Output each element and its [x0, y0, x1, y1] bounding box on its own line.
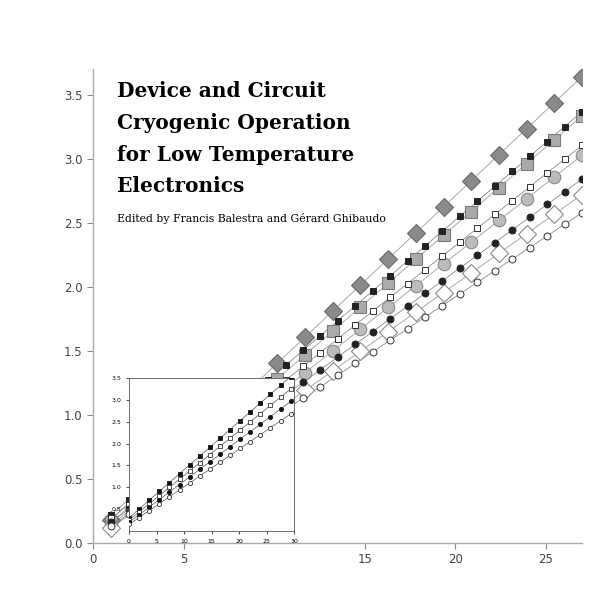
- Text: for Low Temperature: for Low Temperature: [117, 145, 354, 164]
- Text: Electronics: Electronics: [117, 176, 244, 196]
- Text: Edited by Francis Balestra and Gérard Ghibaudo: Edited by Francis Balestra and Gérard Gh…: [117, 213, 386, 224]
- Text: Springer Science+Business Media, B.V.: Springer Science+Business Media, B.V.: [152, 568, 448, 581]
- Text: Device and Circuit: Device and Circuit: [117, 81, 326, 101]
- Text: Cryogenic Operation: Cryogenic Operation: [117, 113, 350, 133]
